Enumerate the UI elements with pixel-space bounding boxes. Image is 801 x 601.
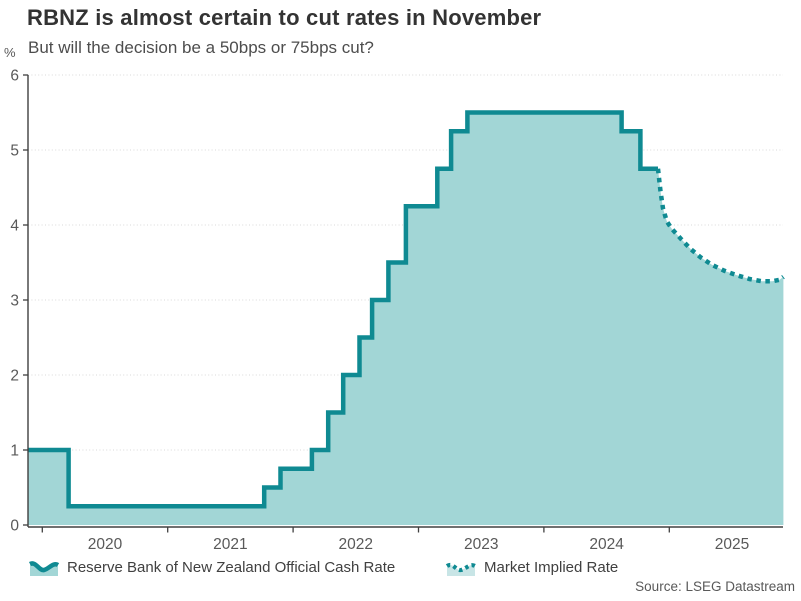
svg-text:2: 2 [10,368,19,385]
svg-text:1: 1 [10,443,19,460]
svg-text:2023: 2023 [464,536,498,553]
y-axis-labels: 0 1 2 3 4 5 6 [10,68,19,535]
area-fill [28,112,784,525]
solid-line-swatch-icon [28,561,60,576]
legend-label: Reserve Bank of New Zealand Official Cas… [67,558,396,576]
svg-text:2020: 2020 [88,536,123,553]
svg-text:2025: 2025 [715,536,749,553]
y-axis-unit-label: % [4,45,16,60]
dotted-line-swatch-icon [445,562,477,576]
x-axis-labels: 2020 2021 2022 2023 2024 2025 [88,536,749,553]
page-title: RBNZ is almost certain to cut rates in N… [27,5,542,30]
y-axis-ticks [23,74,28,526]
svg-text:0: 0 [10,518,19,535]
official-cash-rate-line [28,110,658,509]
svg-text:2022: 2022 [339,536,373,553]
legend-label: Market Implied Rate [484,558,619,576]
svg-text:2021: 2021 [213,536,247,553]
svg-text:3: 3 [10,293,19,310]
svg-text:5: 5 [10,143,19,160]
svg-text:6: 6 [10,68,19,85]
svg-text:2024: 2024 [589,536,624,553]
source-attribution: Source: LSEG Datastream [635,579,795,594]
legend-item-official-cash-rate: Reserve Bank of New Zealand Official Cas… [28,556,395,578]
svg-text:4: 4 [10,218,19,235]
legend-item-market-implied-rate: Market Implied Rate [445,556,618,578]
page-subtitle: But will the decision be a 50bps or 75bp… [28,38,374,57]
market-implied-rate-line [655,168,785,284]
x-axis-ticks [41,527,670,533]
chart-legend: Reserve Bank of New Zealand Official Cas… [0,556,801,578]
